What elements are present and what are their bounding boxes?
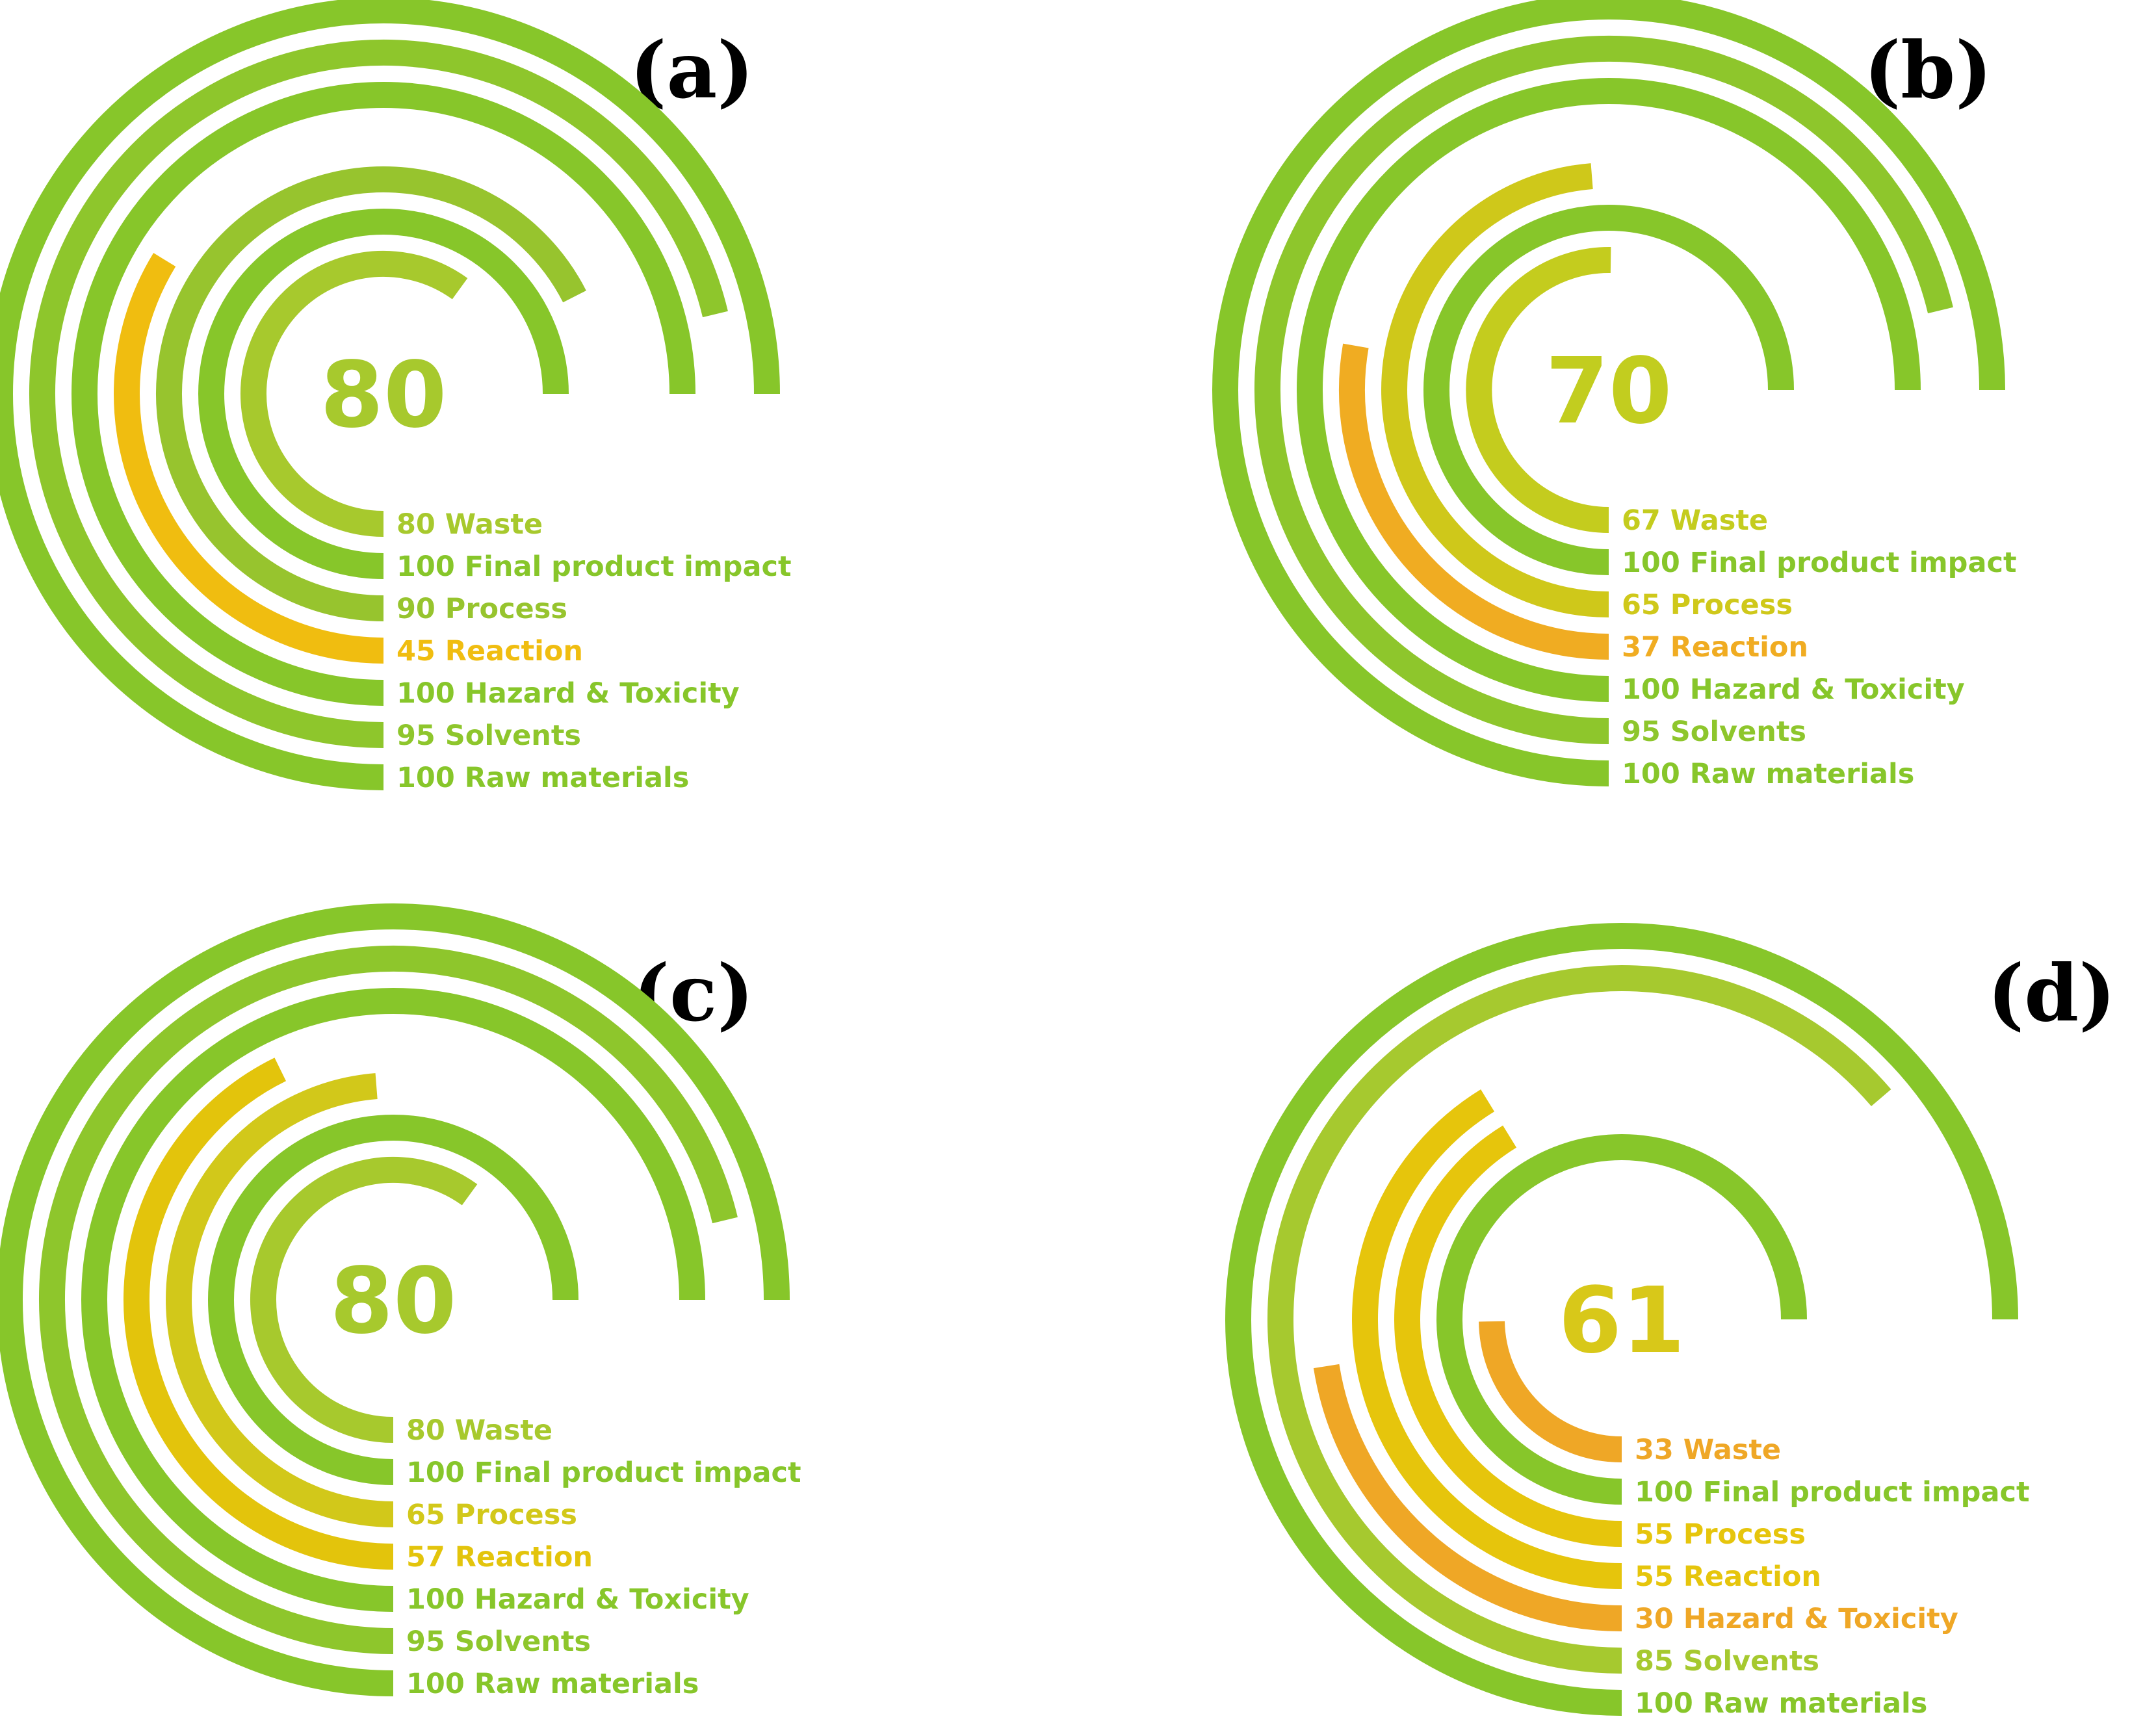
metric-label-process: 65 Process [406, 1499, 577, 1531]
arc-process [1394, 1125, 1622, 1547]
metric-label-process: 55 Process [1635, 1518, 1806, 1551]
metric-label-hazard-and-toxicity: 100 Hazard & Toxicity [396, 677, 740, 710]
arc-raw-materials [1225, 923, 2018, 1716]
overall-score: 80 [330, 1249, 457, 1354]
metric-label-reaction: 55 Reaction [1635, 1561, 1821, 1593]
metric-label-reaction: 37 Reaction [1622, 631, 1808, 664]
arc-final-product-impact [208, 1115, 578, 1485]
metric-label-final-product-impact: 100 Final product impact [1622, 547, 2017, 579]
metric-label-waste: 33 Waste [1635, 1434, 1781, 1466]
metric-label-solvents: 95 Solvents [1622, 716, 1806, 748]
arc-raw-materials [0, 903, 790, 1696]
arc-solvents [1267, 965, 1891, 1674]
metric-label-waste: 80 Waste [406, 1414, 552, 1447]
metric-label-hazard-and-toxicity: 100 Hazard & Toxicity [406, 1583, 749, 1616]
arc-raw-materials [0, 0, 780, 790]
arc-reaction [1352, 1089, 1622, 1589]
arc-final-product-impact [198, 209, 569, 579]
metric-label-reaction: 45 Reaction [396, 635, 583, 667]
arc-solvents [29, 40, 728, 748]
metric-label-waste: 67 Waste [1622, 504, 1768, 537]
metric-label-solvents: 95 Solvents [406, 1626, 591, 1658]
arc-solvents [39, 946, 738, 1654]
overall-score: 80 [320, 343, 447, 448]
arc-waste [1479, 1321, 1622, 1462]
metric-label-reaction: 57 Reaction [406, 1541, 593, 1574]
metric-label-final-product-impact: 100 Final product impact [1635, 1476, 2030, 1509]
arc-process [166, 1073, 394, 1527]
metric-label-solvents: 95 Solvents [396, 719, 581, 752]
arc-final-product-impact [1436, 1134, 1807, 1505]
metric-label-raw-materials: 100 Raw materials [406, 1668, 699, 1700]
arc-hazard-and-toxicity [81, 988, 705, 1612]
arc-reaction [1339, 343, 1609, 660]
metric-label-raw-materials: 100 Raw materials [396, 762, 689, 794]
radial-chart-panel: (b) 67 Waste 100 Final product impact 65 Pr… [1212, 0, 2017, 790]
metric-label-process: 65 Process [1622, 589, 1793, 621]
arc-waste [250, 1157, 478, 1443]
metric-label-raw-materials: 100 Raw materials [1635, 1687, 1927, 1720]
arc-waste [1466, 247, 1611, 533]
arc-reaction [123, 1057, 394, 1570]
overall-score: 61 [1559, 1268, 1685, 1374]
radial-chart-panel: (d) 33 Waste 100 Final product impact 55 Pr… [1225, 923, 2116, 1720]
metric-label-waste: 80 Waste [396, 508, 543, 541]
overall-score: 70 [1546, 339, 1672, 445]
metric-label-process: 90 Process [396, 593, 567, 625]
metric-label-hazard-and-toxicity: 30 Hazard & Toxicity [1635, 1603, 1958, 1635]
metric-label-final-product-impact: 100 Final product impact [406, 1457, 801, 1489]
arc-hazard-and-toxicity [1313, 1364, 1622, 1631]
arc-process [156, 166, 586, 621]
arc-process [1381, 163, 1609, 617]
metric-label-solvents: 85 Solvents [1635, 1645, 1819, 1678]
panel-label: (b) [1864, 25, 1992, 116]
arc-solvents [1254, 36, 1953, 744]
panel-label: (d) [1988, 948, 2116, 1039]
arc-final-product-impact [1423, 205, 1794, 575]
arc-hazard-and-toxicity [1297, 78, 1921, 702]
metric-label-final-product-impact: 100 Final product impact [396, 551, 792, 583]
arc-hazard-and-toxicity [71, 82, 695, 706]
arc-raw-materials [1212, 0, 2005, 786]
metric-label-raw-materials: 100 Raw materials [1622, 758, 1914, 790]
arc-waste [240, 251, 468, 537]
metric-label-hazard-and-toxicity: 100 Hazard & Toxicity [1622, 673, 1965, 706]
arc-reaction [114, 253, 384, 664]
